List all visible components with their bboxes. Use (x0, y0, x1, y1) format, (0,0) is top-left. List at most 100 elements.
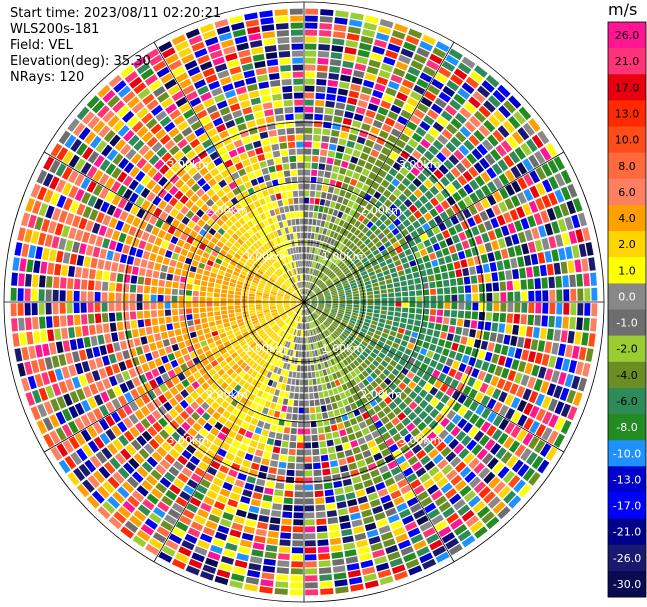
velocity-gate (140, 524, 155, 536)
velocity-gate (419, 389, 428, 399)
velocity-gate (293, 293, 299, 298)
velocity-gate (175, 382, 185, 392)
velocity-gate (354, 220, 361, 228)
velocity-gate (299, 302, 304, 307)
velocity-gate (287, 462, 295, 470)
velocity-gate (317, 177, 324, 184)
velocity-gate (242, 243, 249, 250)
velocity-gate (156, 146, 168, 158)
velocity-gate (434, 97, 447, 109)
velocity-gate (403, 127, 414, 137)
velocity-gate (427, 484, 439, 495)
velocity-gate (520, 448, 532, 462)
velocity-gate (358, 373, 365, 381)
velocity-gate (326, 86, 337, 94)
velocity-gate (503, 436, 515, 449)
velocity-gate (353, 304, 360, 308)
velocity-gate (209, 49, 223, 60)
velocity-gate (173, 322, 181, 329)
velocity-gate (479, 434, 490, 447)
velocity-gate (144, 277, 152, 286)
velocity-gate (311, 155, 319, 163)
velocity-gate (434, 379, 443, 389)
velocity-gate (230, 278, 237, 284)
velocity-gate (348, 354, 355, 362)
velocity-gate (417, 102, 429, 114)
velocity-gate (224, 272, 232, 278)
velocity-gate (394, 259, 402, 267)
velocity-gate (310, 254, 314, 261)
velocity-gate (384, 396, 393, 405)
velocity-gate (271, 342, 277, 349)
velocity-gate (372, 359, 380, 367)
velocity-gate (227, 306, 234, 310)
velocity-gate (395, 455, 406, 465)
velocity-gate (442, 365, 451, 375)
velocity-gate (117, 506, 131, 519)
velocity-gate (132, 376, 141, 387)
velocity-gate (457, 405, 468, 417)
velocity-gate (313, 134, 321, 142)
velocity-gate (374, 555, 388, 565)
velocity-gate (546, 207, 557, 221)
velocity-gate (340, 435, 349, 444)
velocity-gate (505, 324, 513, 334)
velocity-gate (98, 418, 110, 431)
velocity-gate (304, 498, 314, 505)
velocity-gate (450, 474, 463, 486)
velocity-gate (204, 265, 212, 272)
velocity-gate (403, 41, 417, 52)
velocity-gate (335, 225, 342, 233)
velocity-gate (272, 395, 279, 403)
velocity-gate (443, 309, 451, 317)
velocity-gate (316, 356, 320, 363)
velocity-gate (359, 343, 366, 350)
velocity-gate (305, 323, 307, 330)
velocity-gate (324, 171, 331, 179)
velocity-gate (295, 477, 304, 484)
velocity-gate (356, 357, 363, 364)
velocity-gate (272, 313, 279, 318)
velocity-gate (498, 323, 506, 333)
velocity-gate (291, 335, 295, 342)
velocity-gate (250, 352, 257, 359)
velocity-gate (240, 495, 251, 504)
velocity-gate (227, 264, 235, 271)
velocity-gate (426, 431, 437, 442)
velocity-gate (108, 74, 123, 88)
velocity-gate (396, 332, 404, 339)
velocity-gate (352, 310, 359, 314)
velocity-gate (312, 247, 316, 254)
velocity-gate (193, 515, 207, 525)
velocity-gate (253, 242, 260, 250)
velocity-gate (423, 115, 435, 126)
velocity-gate (263, 309, 270, 313)
velocity-gate (238, 321, 245, 327)
velocity-gate (126, 115, 139, 128)
velocity-gate (137, 276, 145, 285)
velocity-gate (165, 539, 179, 551)
velocity-gate (333, 279, 340, 285)
velocity-gate (329, 351, 335, 358)
velocity-gate (146, 414, 157, 425)
velocity-gate (248, 304, 255, 308)
velocity-gate (392, 526, 406, 537)
velocity-gate (137, 504, 151, 517)
velocity-gate (322, 468, 331, 476)
velocity-gate (262, 361, 269, 368)
velocity-gate (466, 439, 478, 451)
velocity-gate (430, 103, 443, 115)
velocity-gate (93, 436, 105, 449)
velocity-gate (365, 393, 374, 401)
velocity-gate (434, 520, 448, 532)
velocity-gate (429, 281, 436, 289)
velocity-gate (264, 311, 271, 315)
velocity-gate (473, 481, 486, 494)
velocity-gate (345, 289, 352, 293)
velocity-gate (297, 268, 300, 274)
velocity-gate (330, 52, 343, 60)
velocity-gate (540, 381, 550, 394)
velocity-gate (567, 183, 578, 198)
velocity-gate (379, 261, 387, 268)
velocity-gate (520, 217, 530, 230)
